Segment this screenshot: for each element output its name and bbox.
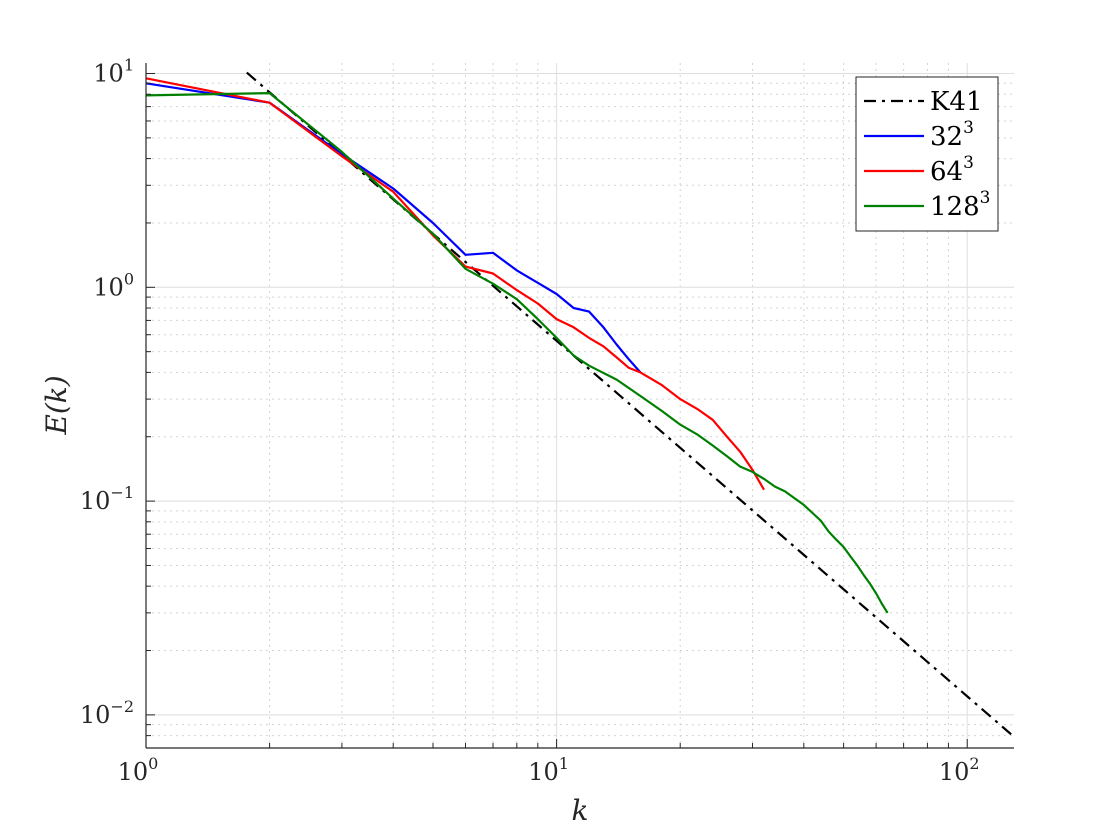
y-axis-label: E(k) — [40, 375, 73, 435]
legend-label-base: 128 — [930, 192, 980, 222]
tick-label-base: 10 — [93, 60, 124, 88]
tick-label-exponent: 0 — [148, 754, 158, 773]
series-line-k41 — [246, 71, 1012, 736]
y-tick-label: 101 — [93, 56, 134, 88]
tick-label-base: 10 — [93, 273, 124, 301]
tick-label-base: 10 — [528, 758, 559, 786]
tick-label-exponent: −1 — [110, 483, 134, 502]
y-tick-label: 100 — [93, 269, 134, 301]
series-line-128 — [145, 91, 889, 614]
legend-label-exponent: 3 — [980, 188, 991, 208]
tick-label-exponent: −2 — [110, 697, 134, 716]
legend-label-32: 323 — [930, 118, 974, 152]
y-tick-label: 10−2 — [80, 697, 134, 729]
grid — [145, 63, 1014, 749]
tick-label-base: 10 — [80, 487, 111, 515]
tick-label-base: 10 — [118, 758, 149, 786]
tick-label-base: 10 — [939, 758, 970, 786]
x-axis-label: k — [572, 794, 589, 827]
legend-label-exponent: 3 — [963, 118, 974, 138]
legend-label-exponent: 3 — [963, 153, 974, 173]
y-tick-label: 10−1 — [80, 483, 134, 515]
series-lines — [145, 71, 1012, 736]
tick-label-exponent: 1 — [124, 56, 134, 75]
tick-label-exponent: 1 — [559, 754, 569, 773]
x-tick-label: 102 — [939, 754, 980, 786]
legend-label-128: 1283 — [930, 188, 990, 222]
axes — [145, 63, 1014, 749]
legend-label-base: 64 — [930, 157, 963, 187]
series-line-32 — [145, 82, 642, 374]
legend-label-base: 32 — [930, 122, 963, 152]
legend-label-64: 643 — [930, 153, 974, 187]
x-tick-label: 101 — [528, 754, 569, 786]
tick-label-base: 10 — [80, 701, 111, 729]
tick-label-exponent: 2 — [969, 754, 979, 773]
legend-label-base: K41 — [930, 87, 983, 117]
tick-label-exponent: 0 — [124, 269, 134, 288]
legend-label-k41: K41 — [930, 87, 983, 117]
x-tick-label: 100 — [118, 754, 159, 786]
